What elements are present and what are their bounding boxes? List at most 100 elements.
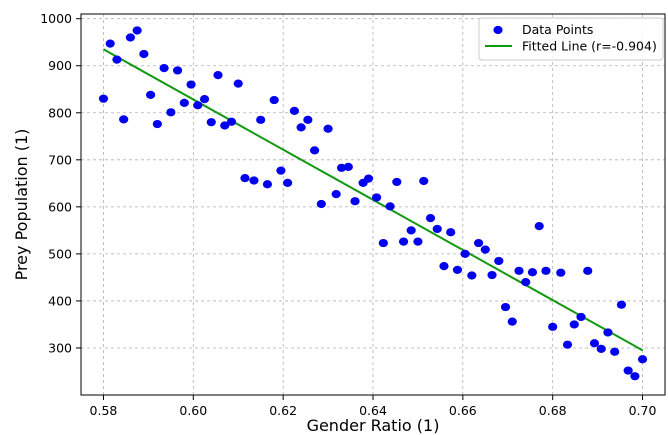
- data-point: [343, 162, 353, 171]
- data-point: [425, 214, 436, 223]
- data-point: [507, 317, 517, 326]
- data-point: [112, 55, 122, 64]
- data-point: [589, 339, 600, 348]
- data-point: [105, 39, 115, 48]
- data-point: [480, 245, 490, 254]
- data-point: [487, 270, 497, 280]
- data-point: [186, 80, 196, 89]
- data-point: [500, 302, 511, 312]
- data-point: [249, 176, 259, 185]
- data-point: [473, 238, 484, 248]
- data-point: [637, 355, 648, 364]
- data-point: [610, 347, 620, 356]
- x-axis-label: Gender Ratio (1): [307, 416, 440, 435]
- data-point: [616, 300, 627, 309]
- data-point: [152, 119, 162, 129]
- data-point: [159, 63, 169, 73]
- data-point: [623, 366, 633, 375]
- data-point: [139, 49, 149, 59]
- data-point: [576, 312, 586, 322]
- x-axis-ticks: 0.58 0.60 0.62 0.64 0.66 0.68 0.70: [90, 395, 657, 418]
- x-tick-label: 0.60: [179, 403, 207, 418]
- x-tick-label: 0.64: [359, 403, 387, 418]
- y-tick-label: 700: [48, 152, 72, 167]
- data-point: [432, 224, 442, 234]
- data-point: [562, 340, 573, 349]
- data-point: [406, 226, 416, 235]
- data-point: [630, 372, 640, 381]
- data-point: [233, 79, 243, 88]
- plot-frame: [80, 13, 666, 396]
- legend: Data Points Fitted Line (r=-0.904): [478, 17, 664, 61]
- data-point: [220, 121, 230, 130]
- data-point: [303, 115, 313, 124]
- data-point: [583, 266, 593, 275]
- data-point: [541, 266, 551, 275]
- data-point: [276, 166, 286, 175]
- x-tick-label: 0.70: [629, 403, 657, 418]
- data-point: [446, 228, 456, 237]
- data-point: [439, 262, 449, 271]
- legend-marker-data-points: [493, 25, 503, 35]
- y-tick-label: 1000: [40, 11, 72, 26]
- data-point: [596, 344, 606, 354]
- x-tick-label: 0.58: [90, 403, 118, 418]
- y-axis-label: Prey Population (1): [12, 129, 31, 281]
- data-point: [256, 115, 266, 124]
- data-point: [240, 174, 250, 183]
- data-point: [569, 320, 579, 329]
- data-point: [350, 197, 360, 206]
- y-tick-label: 800: [48, 105, 72, 120]
- data-point: [385, 202, 395, 211]
- data-point: [378, 238, 388, 248]
- data-point: [323, 124, 333, 133]
- data-point: [226, 117, 237, 126]
- data-point: [398, 237, 409, 246]
- data-point: [363, 174, 374, 183]
- data-point: [392, 177, 402, 187]
- data-point: [199, 95, 210, 104]
- data-point: [132, 26, 142, 35]
- data-point: [296, 123, 306, 132]
- data-point: [371, 193, 382, 202]
- data-point: [193, 101, 203, 110]
- data-point: [289, 106, 299, 115]
- data-point: [98, 94, 109, 103]
- data-point: [310, 146, 320, 155]
- data-point: [206, 118, 216, 127]
- data-point: [514, 266, 524, 275]
- x-tick-label: 0.66: [449, 403, 477, 418]
- data-point: [146, 90, 156, 100]
- data-points-layer: [98, 26, 648, 381]
- data-point: [172, 66, 183, 75]
- data-point: [336, 163, 347, 172]
- data-point: [316, 199, 326, 209]
- grid: [81, 14, 665, 395]
- data-point: [556, 268, 566, 277]
- data-point: [548, 322, 558, 331]
- y-tick-label: 500: [48, 246, 72, 261]
- legend-box: [478, 17, 664, 61]
- data-point: [521, 278, 531, 287]
- data-point: [413, 237, 423, 246]
- y-tick-label: 300: [48, 340, 72, 355]
- data-point: [119, 115, 129, 124]
- legend-label-fitted-line: Fitted Line (r=-0.904): [522, 39, 657, 54]
- data-point: [534, 222, 544, 231]
- data-point: [419, 176, 429, 186]
- data-point: [262, 180, 273, 189]
- data-point: [603, 328, 613, 337]
- legend-label-data-points: Data Points: [522, 22, 593, 37]
- data-point: [331, 190, 341, 199]
- data-point: [460, 249, 470, 258]
- data-point: [166, 108, 176, 117]
- data-point: [269, 95, 279, 105]
- data-point: [283, 178, 293, 187]
- data-point: [527, 268, 538, 277]
- data-point: [494, 256, 504, 266]
- y-tick-label: 600: [48, 199, 72, 214]
- data-point: [213, 71, 223, 80]
- data-point: [452, 265, 463, 274]
